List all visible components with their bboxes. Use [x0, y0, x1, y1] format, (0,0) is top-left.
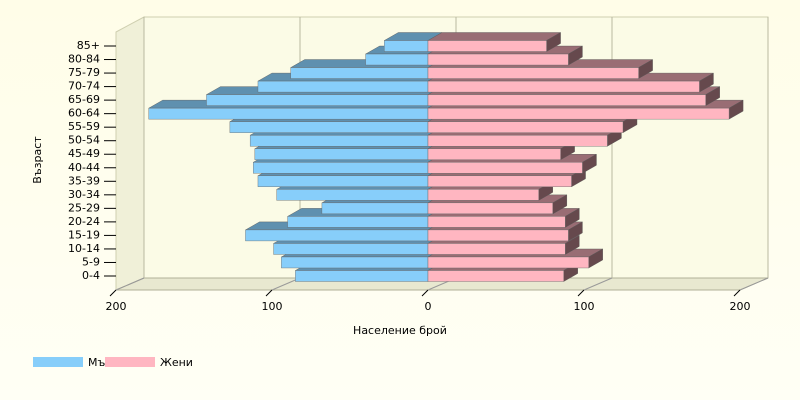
bar [427, 175, 572, 187]
bar [427, 256, 589, 269]
y-tick-label: 70-74 [68, 80, 100, 93]
bar [281, 256, 429, 269]
x-tick [115, 277, 145, 291]
y-tick-label: 35-39 [68, 174, 100, 187]
x-tick [109, 289, 117, 297]
y-tick-label: 75-79 [68, 66, 100, 79]
y-tick-label: 40-44 [68, 161, 100, 174]
x-tick [583, 277, 613, 291]
bar [427, 202, 554, 215]
bar [365, 53, 429, 66]
bar [257, 80, 429, 93]
x-tick [577, 289, 585, 297]
legend-swatch [105, 357, 155, 367]
bar [295, 270, 429, 282]
bar [427, 94, 706, 106]
y-tick-label: 20-24 [68, 215, 100, 228]
bar [427, 162, 583, 174]
bar-top [427, 32, 562, 41]
bar [427, 121, 624, 133]
bar [273, 243, 429, 255]
bar [427, 135, 608, 147]
x-axis-title: Население брой [353, 324, 447, 337]
bar [253, 162, 429, 174]
bar [427, 216, 566, 228]
bar [287, 216, 429, 228]
x-tick-label: 100 [574, 300, 595, 313]
bar [384, 40, 429, 52]
bar [427, 40, 547, 52]
legend-swatch [33, 357, 83, 367]
y-tick-label: 55-59 [68, 120, 100, 133]
left-wall [115, 16, 145, 291]
y-tick-label: 80-84 [68, 53, 100, 66]
bar [290, 67, 429, 79]
x-tick [421, 289, 429, 297]
bar [229, 121, 429, 133]
x-tick-label: 100 [262, 300, 283, 313]
x-tick [739, 277, 769, 291]
bar [427, 67, 639, 79]
bar [148, 107, 429, 120]
bar [206, 94, 429, 106]
bar [427, 270, 564, 282]
y-tick-label: 25-29 [68, 201, 100, 214]
y-tick-label: 15-19 [68, 228, 100, 241]
y-tick-label: 30-34 [68, 188, 100, 201]
bar [321, 202, 429, 215]
y-tick-label: 85+ [77, 39, 100, 52]
bar [427, 107, 730, 120]
y-tick-label: 50-54 [68, 134, 100, 147]
bar [249, 135, 429, 147]
x-tick-label: 200 [106, 300, 127, 313]
y-tick-label: 10-14 [68, 242, 100, 255]
y-tick-label: 65-69 [68, 93, 100, 106]
y-axis-title: Възраст [31, 136, 44, 184]
y-tick-label: 45-49 [68, 147, 100, 160]
bar [427, 53, 569, 66]
bar [257, 175, 429, 187]
bar [427, 80, 700, 93]
bar [245, 229, 429, 242]
bar [427, 148, 561, 160]
bar [254, 148, 429, 160]
x-tick-label: 200 [730, 300, 751, 313]
y-tick-label: 0-4 [82, 269, 100, 282]
bar [427, 243, 566, 255]
bar [427, 189, 539, 201]
x-tick [265, 289, 273, 297]
bar [276, 189, 429, 201]
x-tick [733, 289, 741, 297]
y-tick-label: 5-9 [82, 255, 100, 268]
y-tick-label: 60-64 [68, 107, 100, 120]
x-tick-label: 0 [425, 300, 432, 313]
legend-label: Жени [160, 356, 193, 369]
bar [427, 229, 569, 242]
